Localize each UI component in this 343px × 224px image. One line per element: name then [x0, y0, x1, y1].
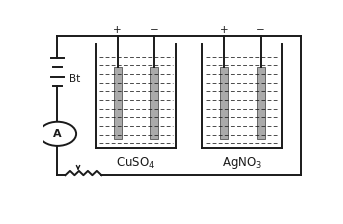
Text: −: − — [150, 25, 158, 35]
Bar — [150, 67, 158, 139]
Bar — [220, 67, 228, 139]
Text: +: + — [113, 25, 122, 35]
Text: Bt: Bt — [69, 74, 81, 84]
Text: AgNO$_3$: AgNO$_3$ — [222, 155, 262, 171]
Bar — [257, 67, 264, 139]
Text: A: A — [53, 129, 62, 139]
Bar — [114, 67, 121, 139]
Text: +: + — [220, 25, 228, 35]
Text: −: − — [256, 25, 265, 35]
Text: CuSO$_4$: CuSO$_4$ — [116, 156, 155, 171]
